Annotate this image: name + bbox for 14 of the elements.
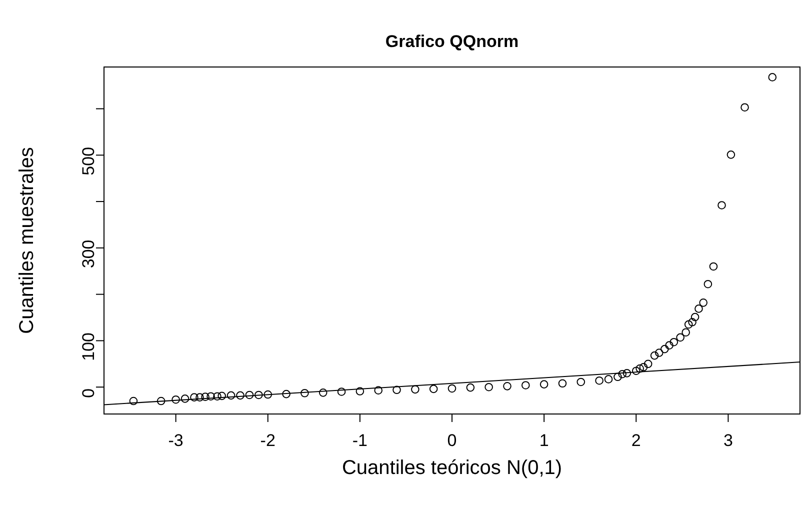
- x-tick-label: 0: [447, 431, 457, 450]
- x-tick-label: 2: [631, 431, 641, 450]
- x-tick-label: 1: [539, 431, 549, 450]
- y-tick-label: 0: [78, 388, 98, 398]
- y-tick-label: 500: [78, 146, 98, 176]
- x-tick-label: -1: [352, 431, 368, 450]
- y-tick-label: 300: [78, 240, 98, 268]
- y-tick-label: 100: [78, 332, 98, 361]
- x-tick-label: -3: [168, 431, 184, 450]
- x-axis-title: Cuantiles teóricos N(0,1): [342, 457, 562, 479]
- x-tick-label: 3: [723, 431, 733, 450]
- x-tick-label: -2: [260, 431, 276, 450]
- chart-title: Grafico QQnorm: [385, 32, 519, 51]
- y-axis-title: Cuantiles muestrales: [16, 147, 38, 334]
